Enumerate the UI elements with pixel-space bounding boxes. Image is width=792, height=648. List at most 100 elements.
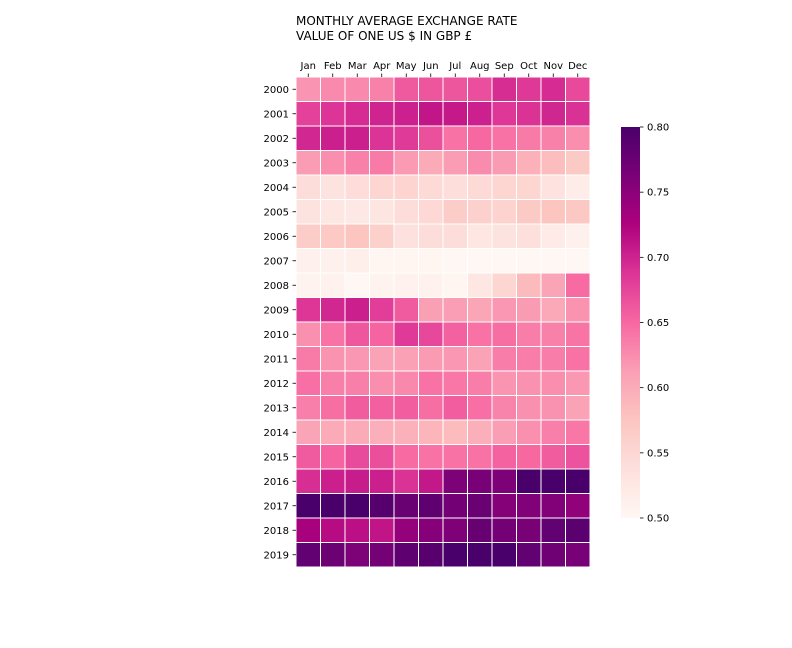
heatmap-cell bbox=[393, 419, 419, 445]
colorbar-tick-label: 0.60 bbox=[647, 383, 669, 394]
heatmap-cell bbox=[418, 174, 444, 200]
y-tick-label: 2017 bbox=[264, 501, 289, 512]
heatmap-cell bbox=[442, 248, 468, 274]
heatmap-cell bbox=[369, 150, 395, 176]
heatmap-cell bbox=[418, 517, 444, 543]
heatmap-cell bbox=[344, 321, 370, 347]
heatmap-cell bbox=[565, 272, 591, 298]
heatmap-cell bbox=[467, 468, 493, 494]
heatmap-cell bbox=[467, 419, 493, 445]
heatmap-cell bbox=[442, 76, 468, 102]
heatmap-cell bbox=[442, 272, 468, 298]
y-tick-label: 2002 bbox=[264, 134, 289, 145]
heatmap-cell bbox=[442, 542, 468, 568]
heatmap-cell bbox=[442, 444, 468, 470]
heatmap-cell bbox=[369, 101, 395, 127]
heatmap-cell bbox=[320, 468, 346, 494]
heatmap-cell bbox=[369, 76, 395, 102]
heatmap-cell bbox=[491, 395, 517, 421]
heatmap-cell bbox=[344, 493, 370, 519]
x-tick-label: Jun bbox=[422, 61, 439, 72]
heatmap-cell bbox=[320, 419, 346, 445]
heatmap-cell bbox=[540, 493, 566, 519]
heatmap-cell bbox=[540, 248, 566, 274]
heatmap-cell bbox=[442, 101, 468, 127]
y-tick-label: 2016 bbox=[264, 477, 289, 488]
heatmap-cell bbox=[491, 542, 517, 568]
heatmap-cell bbox=[467, 150, 493, 176]
y-tick-label: 2008 bbox=[264, 281, 289, 292]
heatmap-cell bbox=[344, 444, 370, 470]
heatmap-cell bbox=[491, 150, 517, 176]
heatmap-cell bbox=[442, 174, 468, 200]
heatmap-cell bbox=[369, 248, 395, 274]
heatmap-cell bbox=[369, 321, 395, 347]
heatmap-cell bbox=[344, 272, 370, 298]
x-tick-label: May bbox=[396, 61, 417, 72]
colorbar-gradient bbox=[621, 127, 640, 518]
y-tick-label: 2007 bbox=[264, 256, 289, 267]
heatmap-cell bbox=[344, 101, 370, 127]
y-tick-label: 2003 bbox=[264, 158, 289, 169]
y-tick-label: 2010 bbox=[264, 330, 289, 341]
heatmap-cell bbox=[442, 223, 468, 249]
heatmap-cell bbox=[540, 199, 566, 225]
heatmap-cell bbox=[320, 321, 346, 347]
heatmap-cell bbox=[467, 444, 493, 470]
heatmap-cell bbox=[442, 419, 468, 445]
heatmap-cell bbox=[442, 517, 468, 543]
heatmap-cell bbox=[369, 125, 395, 151]
heatmap-cell bbox=[491, 346, 517, 372]
heatmap-cell bbox=[540, 517, 566, 543]
x-tick-label: Sep bbox=[495, 61, 514, 72]
y-tick-label: 2012 bbox=[264, 379, 289, 390]
heatmap-cell bbox=[540, 321, 566, 347]
heatmap-cell bbox=[418, 395, 444, 421]
heatmap-cell bbox=[320, 517, 346, 543]
heatmap-cell bbox=[344, 150, 370, 176]
heatmap-cell bbox=[467, 542, 493, 568]
heatmap-cell bbox=[295, 517, 321, 543]
x-tick-label: Mar bbox=[348, 61, 368, 72]
heatmap-cell bbox=[442, 493, 468, 519]
heatmap-cell bbox=[491, 248, 517, 274]
heatmap-cell bbox=[516, 174, 542, 200]
heatmap-cell bbox=[467, 517, 493, 543]
x-tick-label: Dec bbox=[568, 61, 587, 72]
heatmap-cell bbox=[540, 346, 566, 372]
heatmap-cell bbox=[442, 346, 468, 372]
heatmap-cell bbox=[540, 76, 566, 102]
heatmap-cell bbox=[491, 223, 517, 249]
heatmap-cell bbox=[393, 199, 419, 225]
heatmap-cell bbox=[344, 370, 370, 396]
heatmap-cell bbox=[344, 174, 370, 200]
heatmap-cell bbox=[344, 468, 370, 494]
heatmap-cell bbox=[418, 321, 444, 347]
heatmap-cell bbox=[467, 223, 493, 249]
heatmap-cell bbox=[320, 493, 346, 519]
heatmap-cell bbox=[344, 297, 370, 323]
heatmap-cell bbox=[320, 370, 346, 396]
heatmap-cell bbox=[320, 542, 346, 568]
heatmap-cell bbox=[442, 297, 468, 323]
colorbar-tick-label: 0.50 bbox=[647, 514, 669, 525]
heatmap-cell bbox=[540, 542, 566, 568]
heatmap-cell bbox=[516, 223, 542, 249]
heatmap-cells bbox=[295, 76, 591, 568]
heatmap-cell bbox=[467, 125, 493, 151]
heatmap-cell bbox=[369, 370, 395, 396]
heatmap-cell bbox=[393, 370, 419, 396]
heatmap-cell bbox=[491, 468, 517, 494]
heatmap-cell bbox=[565, 419, 591, 445]
heatmap-cell bbox=[516, 125, 542, 151]
heatmap-cell bbox=[393, 517, 419, 543]
heatmap-cell bbox=[393, 248, 419, 274]
heatmap-cell bbox=[295, 346, 321, 372]
heatmap-cell bbox=[442, 370, 468, 396]
heatmap-cell bbox=[369, 542, 395, 568]
heatmap-cell bbox=[418, 248, 444, 274]
heatmap-cell bbox=[467, 370, 493, 396]
heatmap-cell bbox=[344, 419, 370, 445]
heatmap-cell bbox=[516, 321, 542, 347]
heatmap-cell bbox=[369, 297, 395, 323]
